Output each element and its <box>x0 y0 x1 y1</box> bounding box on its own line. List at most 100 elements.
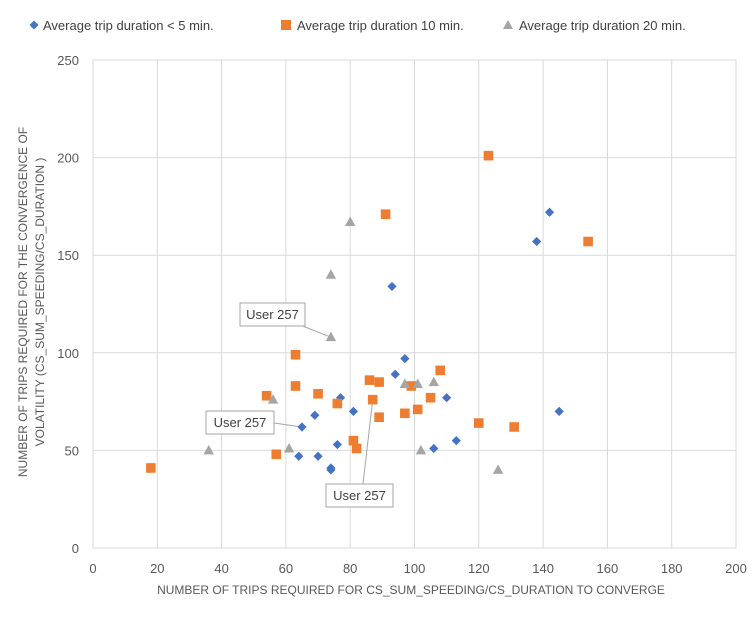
point-square <box>483 150 494 161</box>
point-diamond <box>310 410 320 420</box>
point-diamond <box>313 451 323 461</box>
point-diamond <box>332 439 342 450</box>
legend: Average trip duration < 5 min. Average t… <box>29 18 686 33</box>
point-square <box>474 418 484 428</box>
annotation-box <box>325 483 394 508</box>
y-tick-label: 50 <box>65 443 79 458</box>
point-square <box>374 377 384 387</box>
point-diamond <box>442 393 452 403</box>
x-tick-label: 160 <box>597 561 619 576</box>
point-triangle <box>345 216 356 227</box>
legend-marker-triangle <box>503 20 513 29</box>
point-square <box>271 449 282 460</box>
point-triangle <box>399 378 411 389</box>
point-square <box>290 349 301 360</box>
point-diamond <box>451 436 461 446</box>
x-tick-label: 40 <box>214 561 228 576</box>
point-square <box>509 422 519 432</box>
annotation-label: User 257 <box>333 488 386 503</box>
point-square <box>412 404 423 415</box>
point-square <box>261 390 272 401</box>
annotation-leader-line <box>362 399 374 485</box>
point-square <box>400 408 410 419</box>
point-triangle <box>412 378 423 389</box>
legend-label-series-1: Average trip duration < 5 min. <box>43 18 214 33</box>
point-square <box>380 209 391 220</box>
annotation-leader-line <box>273 422 303 428</box>
data-points <box>146 150 593 475</box>
point-square <box>583 236 593 247</box>
annotation-label: User 257 <box>246 307 299 322</box>
point-diamond <box>348 406 359 416</box>
y-tick-label: 100 <box>57 346 79 361</box>
x-tick-label: 100 <box>404 561 426 576</box>
annotation-user-257-c: User 257 <box>325 399 394 508</box>
point-triangle <box>492 464 504 474</box>
point-square <box>332 398 343 409</box>
legend-marker-diamond <box>29 20 39 30</box>
x-tick-label: 140 <box>532 561 554 576</box>
x-axis-title: NUMBER OF TRIPS REQUIRED FOR CS_SUM_SPEE… <box>157 583 665 597</box>
point-square <box>406 381 417 391</box>
y-tick-label: 250 <box>57 53 79 68</box>
y-axis-title: NUMBER OF TRIPS REQUIRED FOR THE CONVERG… <box>16 127 47 477</box>
point-diamond <box>554 406 564 416</box>
point-diamond <box>400 354 410 364</box>
annotation-box <box>205 410 275 435</box>
point-triangle <box>203 444 214 455</box>
point-diamond <box>429 443 439 454</box>
x-tick-label: 0 <box>89 561 96 576</box>
point-diamond <box>532 236 542 247</box>
annotation-user-257-b: User 257 <box>205 410 303 435</box>
point-diamond <box>294 451 304 461</box>
y-tick-label: 0 <box>72 541 79 556</box>
y-axis-ticks: 0 50 100 150 200 250 <box>57 53 79 556</box>
gridlines <box>92 59 737 549</box>
point-square <box>313 388 323 399</box>
y-tick-label: 200 <box>57 151 79 166</box>
point-triangle <box>325 331 337 342</box>
annotations: User 257 User 257 User 257 <box>205 302 394 508</box>
point-diamond <box>297 422 307 432</box>
annotation-box <box>239 302 306 327</box>
point-diamond <box>387 281 397 292</box>
point-triangle <box>428 376 439 387</box>
point-square <box>425 392 436 403</box>
x-tick-label: 20 <box>150 561 164 576</box>
point-square <box>364 375 375 385</box>
y-tick-label: 150 <box>57 248 79 263</box>
x-tick-label: 120 <box>468 561 490 576</box>
x-tick-label: 60 <box>279 561 293 576</box>
point-square <box>351 443 362 454</box>
legend-label-series-3: Average trip duration 20 min. <box>519 18 686 33</box>
y-axis-title-line-2: VOLATILITY (CS_SUM_SPEEDING/CS_DURATION … <box>33 158 47 447</box>
point-square <box>367 394 378 405</box>
point-diamond <box>326 465 336 475</box>
x-tick-label: 200 <box>725 561 747 576</box>
y-axis-title-line-1: NUMBER OF TRIPS REQUIRED FOR THE CONVERG… <box>16 127 30 477</box>
point-square <box>374 412 384 423</box>
point-triangle <box>325 269 337 279</box>
x-tick-label: 180 <box>661 561 683 576</box>
point-square <box>435 365 446 376</box>
point-square <box>146 463 156 473</box>
annotation-label: User 257 <box>214 415 267 430</box>
point-diamond <box>390 369 400 379</box>
point-triangle <box>283 442 295 453</box>
point-diamond <box>544 207 555 217</box>
point-triangle <box>415 444 427 455</box>
x-axis-ticks: 0 20 40 60 80 100 120 140 160 180 200 <box>89 561 746 576</box>
legend-item-series-3: Average trip duration 20 min. <box>503 18 686 33</box>
legend-label-series-2: Average trip duration 10 min. <box>297 18 464 33</box>
point-square <box>348 435 359 446</box>
point-square <box>290 381 301 391</box>
annotation-leader-line <box>299 324 332 338</box>
legend-marker-square <box>281 20 291 30</box>
point-triangle <box>267 394 279 404</box>
annotation-user-257-a: User 257 <box>239 302 332 338</box>
x-tick-label: 80 <box>343 561 357 576</box>
legend-item-series-1: Average trip duration < 5 min. <box>29 18 214 33</box>
legend-item-series-2: Average trip duration 10 min. <box>281 18 464 33</box>
